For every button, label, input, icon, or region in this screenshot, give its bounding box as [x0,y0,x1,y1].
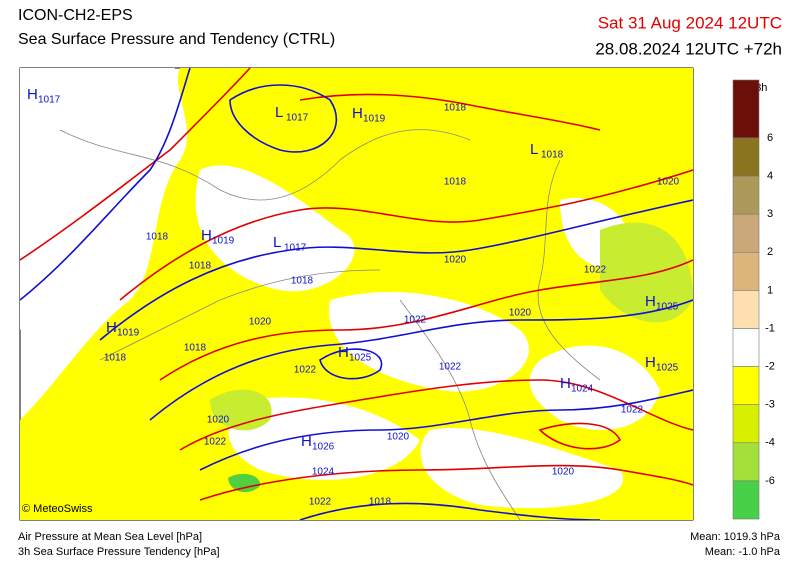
legend-label: 6 [767,132,773,144]
legend-label: 4 [767,170,773,182]
pressure-center-value: 1026 [312,442,335,453]
map [19,67,694,521]
legend-swatch [732,366,760,406]
pressure-center-letter: H [645,293,656,310]
isobar-label: 1022 [204,437,227,448]
isobar-label: 1022 [309,497,332,508]
legend-label: -3 [765,399,775,411]
legend-label: -1 [765,322,775,334]
isobar-label: 1020 [249,317,272,328]
legend-label: -2 [765,361,775,373]
pressure-center-letter: H [352,105,363,122]
pressure-center-letter: H [27,86,38,103]
pressure-center-value: 1017 [38,95,61,106]
pressure-center-letter: H [560,375,571,392]
isobar-label: 1022 [584,265,607,276]
pressure-center-value: 1025 [656,363,679,374]
run-time: 28.08.2024 12UTC +72h [595,39,782,58]
pressure-center-value: 1019 [363,114,386,125]
legend-label: 3 [767,208,773,220]
isobar-label: 1020 [387,432,410,443]
pressure-center-value: 1018 [541,150,564,161]
isobar-label: 1018 [444,177,467,188]
legend-label: 2 [767,246,773,258]
footer-right: Mean: 1019.3 hPa [690,531,781,543]
footer-left: Air Pressure at Mean Sea Level [hPa] [18,531,202,543]
isobar-label: 1018 [291,276,314,287]
isobar-label: 1022 [621,405,644,416]
pressure-center-letter: L [530,141,538,158]
legend-swatch [732,404,760,444]
isobar-label: 1020 [552,467,575,478]
legend-swatch [732,213,760,253]
legend-swatch [732,175,760,215]
legend-swatch [732,137,760,177]
pressure-center-letter: H [201,227,212,244]
isobar-label: 1018 [146,232,169,243]
legend-swatch [732,79,760,139]
isobar-label: 1020 [657,177,680,188]
legend-swatch [732,252,760,291]
legend-label: 1 [767,284,773,296]
isobar-label: 1024 [312,467,335,478]
pressure-center-value: 1017 [284,243,307,254]
isobar-label: 1018 [369,497,392,508]
isobar-label: 1022 [294,365,317,376]
pressure-center-letter: H [301,433,312,450]
pressure-center-value: 1025 [656,302,679,313]
pressure-center-value: 1019 [212,236,235,247]
footer-left: 3h Sea Surface Pressure Tendency [hPa] [18,546,220,558]
pressure-center-letter: H [338,344,349,361]
pressure-center-value: 1019 [117,328,140,339]
pressure-center-letter: L [275,104,283,121]
isobar-label: 1020 [509,308,532,319]
pressure-center-letter: H [645,354,656,371]
footer-right: Mean: -1.0 hPa [705,546,781,558]
pressure-center-letter: H [106,319,117,336]
title: Sea Surface Pressure and Tendency (CTRL) [18,31,335,48]
legend-label: -6 [765,475,775,487]
pressure-center-letter: L [273,234,281,251]
model: ICON-CH2-EPS [18,7,133,24]
isobar-label: 1022 [439,362,462,373]
legend-swatch [732,442,760,482]
isobar-label: 1022 [404,315,427,326]
legend-swatch [732,480,760,520]
pressure-center-value: 1024 [571,384,594,395]
valid-time: Sat 31 Aug 2024 12UTC [598,13,782,32]
copyright: © MeteoSwiss [22,503,93,515]
pressure-center-value: 1025 [349,353,372,364]
isobar-label: 1018 [189,261,212,272]
legend-swatch [732,328,760,367]
isobar-label: 1020 [444,255,467,266]
isobar-label: 1018 [184,343,207,354]
pressure-center-value: 1017 [286,113,309,124]
legend-label: -4 [765,437,775,449]
isobar-label: 1018 [104,353,127,364]
isobar-label: 1018 [444,103,467,114]
isobar-label: 1020 [207,415,230,426]
legend-swatch [732,290,760,329]
